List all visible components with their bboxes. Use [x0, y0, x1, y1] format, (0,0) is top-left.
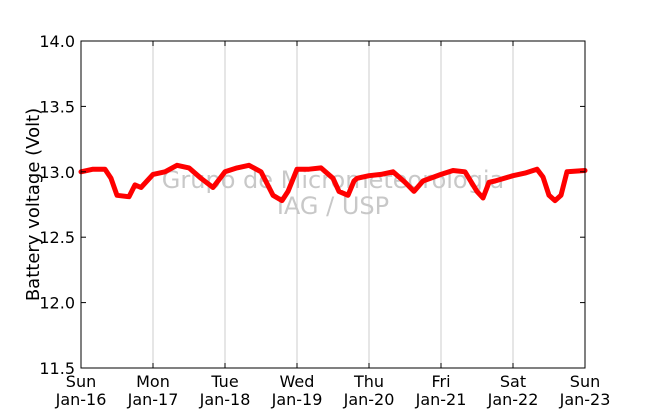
x-tick-label-day: Sun: [66, 372, 96, 391]
x-tick-label-date: Jan-23: [559, 390, 611, 409]
x-tick-label-day: Thu: [353, 372, 384, 391]
x-tick-label-day: Sun: [570, 372, 600, 391]
y-tick-label: 12.5: [39, 228, 75, 247]
watermark-line-2: IAG / USP: [277, 192, 389, 220]
x-tick-label-day: Sat: [500, 372, 526, 391]
y-tick-label: 13.5: [39, 97, 75, 116]
x-tick-label-date: Jan-17: [127, 390, 179, 409]
x-tick-label-day: Tue: [210, 372, 238, 391]
y-axis: 11.5 12.0 12.5 13.0 13.5 14.0: [39, 32, 585, 378]
x-tick-label-date: Jan-18: [199, 390, 251, 409]
y-tick-label: 11.5: [39, 359, 75, 378]
series-layer: [78, 162, 588, 204]
y-tick-label: 14.0: [39, 32, 75, 51]
x-tick-label-date: Jan-20: [343, 390, 395, 409]
x-tick-label-day: Mon: [136, 372, 170, 391]
x-tick-label-day: Fri: [431, 372, 450, 391]
x-tick-label-date: Jan-22: [487, 390, 539, 409]
x-tick-label-day: Wed: [280, 372, 315, 391]
x-tick-label-date: Jan-21: [415, 390, 467, 409]
x-tick-label-date: Jan-16: [55, 390, 107, 409]
watermark: Grupo de Micrometeorologia IAG / USP: [162, 166, 504, 220]
series-line: [78, 162, 588, 204]
y-tick-label: 12.0: [39, 294, 75, 313]
y-axis-label: Battery voltage (Volt): [23, 108, 44, 301]
plot-frame: [80, 40, 586, 369]
x-axis: SunJan-16MonJan-17TueJan-18WedJan-19ThuJ…: [55, 41, 611, 409]
y-tick-label: 13.0: [39, 163, 75, 182]
x-tick-label-date: Jan-19: [271, 390, 323, 409]
grid-lines: [152, 41, 514, 368]
